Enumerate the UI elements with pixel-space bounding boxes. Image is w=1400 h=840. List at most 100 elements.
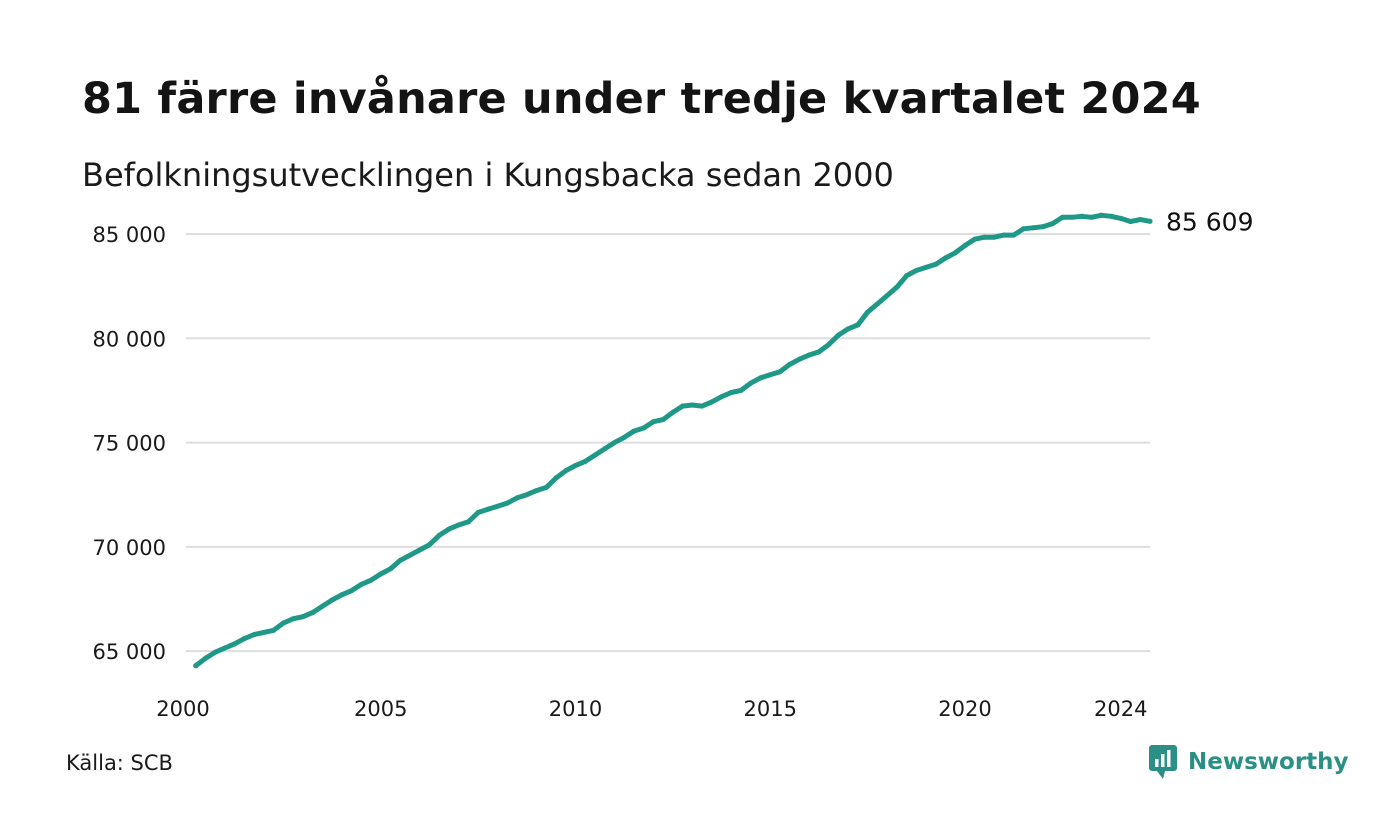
data-point — [485, 506, 491, 512]
data-point — [1118, 215, 1124, 221]
population-line — [193, 212, 1153, 669]
data-point — [806, 352, 812, 358]
data-point — [329, 597, 335, 603]
data-point — [797, 356, 802, 362]
y-tick-label: 70 000 — [93, 536, 166, 560]
data-point — [241, 636, 247, 642]
chart-title: 81 färre invånare under tredje kvartalet… — [82, 74, 1201, 124]
data-point — [1001, 232, 1007, 238]
data-point — [475, 510, 481, 515]
data-point — [193, 663, 199, 669]
end-value-label: 85 609 — [1166, 207, 1253, 236]
y-tick-label: 65 000 — [93, 640, 166, 664]
data-point — [310, 610, 316, 616]
data-point — [563, 468, 569, 474]
data-point — [767, 372, 773, 378]
data-point — [738, 387, 744, 393]
data-point — [855, 322, 861, 328]
data-point — [504, 500, 510, 506]
data-point — [212, 649, 218, 655]
data-point — [446, 526, 452, 532]
data-point — [397, 557, 403, 563]
data-point — [904, 273, 910, 279]
data-point — [1128, 219, 1133, 224]
data-point — [553, 475, 559, 481]
data-point — [251, 632, 257, 637]
data-point — [884, 293, 890, 299]
data-point — [358, 581, 364, 587]
x-tick-label: 2005 — [354, 697, 407, 721]
data-point — [874, 301, 880, 307]
y-tick-label: 80 000 — [93, 327, 166, 351]
x-tick-label: 2010 — [549, 697, 602, 721]
x-tick-label: 2015 — [744, 697, 797, 721]
data-point — [300, 614, 306, 620]
data-point — [845, 326, 851, 332]
data-point — [534, 488, 539, 494]
data-point — [641, 425, 647, 431]
data-point — [232, 641, 238, 647]
data-point — [631, 428, 637, 434]
data-point — [573, 463, 578, 468]
data-point — [923, 264, 929, 270]
data-point — [203, 655, 208, 661]
data-point — [952, 250, 958, 256]
data-point — [465, 519, 471, 525]
data-point — [271, 627, 277, 633]
data-point — [670, 409, 676, 415]
data-point — [1089, 214, 1095, 220]
data-point — [699, 403, 705, 409]
data-point — [972, 236, 978, 242]
data-point — [660, 417, 666, 423]
data-point — [1137, 217, 1143, 223]
data-point — [835, 332, 841, 338]
brand-logo: Newsworthy — [1148, 744, 1349, 780]
data-point — [456, 522, 462, 528]
data-point — [991, 234, 997, 240]
source-note: Källa: SCB — [66, 751, 173, 775]
data-point — [222, 645, 228, 651]
y-tick-label: 85 000 — [93, 223, 166, 247]
data-point — [1059, 214, 1065, 220]
y-axis-tick-labels: 65 000 70 000 75 000 80 000 85 000 — [93, 223, 166, 664]
grid-lines — [186, 233, 1150, 653]
data-point — [1147, 218, 1153, 224]
data-point — [787, 361, 793, 367]
data-point — [1079, 213, 1085, 219]
data-point — [650, 419, 656, 425]
data-point — [1050, 221, 1056, 227]
data-point — [680, 403, 686, 409]
data-point — [943, 255, 948, 261]
bar-chart-chat-icon — [1149, 745, 1177, 779]
data-point — [894, 284, 900, 290]
chart-subtitle: Befolkningsutvecklingen i Kungsbacka sed… — [82, 156, 894, 194]
data-point — [611, 440, 617, 446]
data-point — [349, 588, 354, 594]
data-point — [280, 620, 286, 626]
data-point — [1098, 212, 1104, 218]
data-point — [816, 349, 822, 355]
data-point — [602, 446, 608, 452]
data-point — [514, 495, 520, 501]
data-point — [1040, 224, 1046, 230]
data-point — [368, 577, 374, 583]
data-point — [378, 571, 384, 577]
data-point — [689, 402, 695, 408]
data-point — [826, 342, 832, 348]
x-axis-tick-labels: 2000 2005 2010 2015 2020 2024 — [156, 697, 1147, 721]
data-point — [1030, 225, 1036, 231]
data-point — [436, 532, 442, 538]
data-point — [933, 261, 939, 267]
data-point — [261, 629, 267, 635]
data-point — [719, 394, 725, 400]
x-tick-label: 2020 — [938, 697, 991, 721]
data-point — [592, 452, 598, 458]
data-point — [1011, 232, 1017, 238]
x-tick-label: 2024 — [1094, 697, 1147, 721]
brand-name: Newsworthy — [1188, 749, 1349, 775]
data-point — [290, 616, 296, 622]
data-point — [758, 375, 763, 381]
data-points — [193, 212, 1153, 669]
data-point — [339, 592, 345, 598]
